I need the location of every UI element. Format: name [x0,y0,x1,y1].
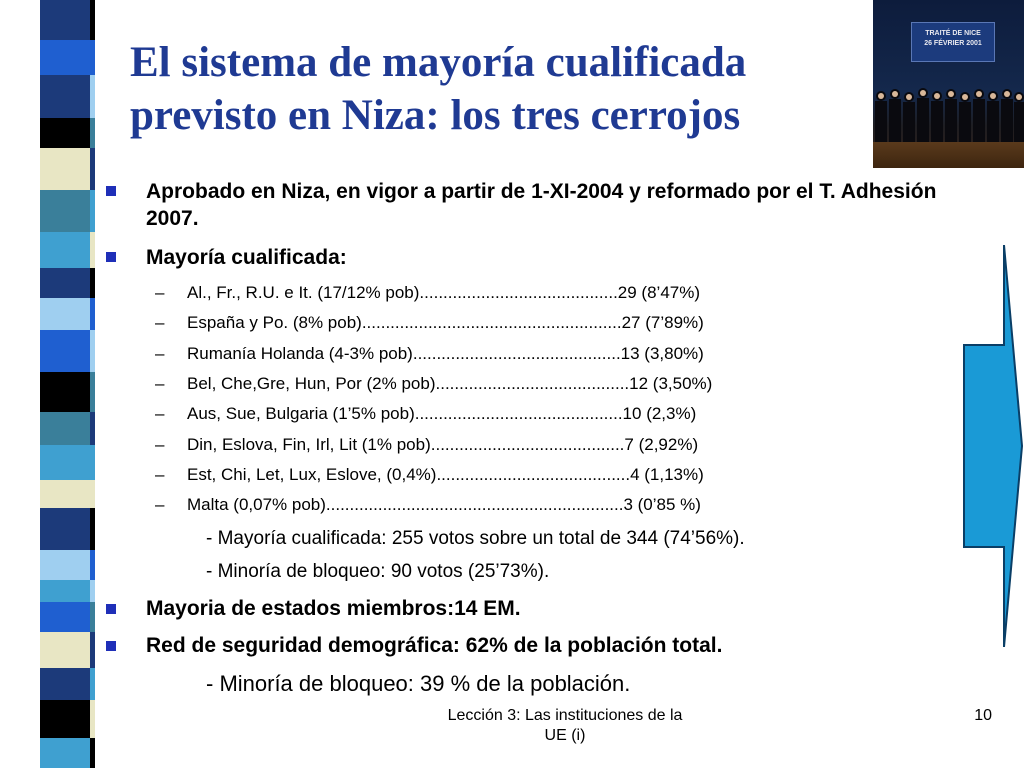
strip-band-edge [90,738,95,768]
strip-band-edge [90,330,95,372]
strip-band-edge [90,668,95,700]
strip-band [40,550,90,580]
strip-band [40,372,90,412]
treaty-signing-photo: TRAITÉ DE NICE 26 FÉVRIER 2001 [873,0,1024,168]
strip-band [40,580,90,602]
strip-band [40,148,90,190]
strip-band [40,480,90,508]
crowd-silhouettes [875,88,1024,144]
title-line-2: previsto en Niza: los tres cerrojos [130,92,741,139]
strip-band [40,632,90,668]
strip-band-edge [90,508,95,550]
strip-band-edge [90,412,95,445]
vote-group-item: Al., Fr., R.U. e It. (17/12% pob).......… [187,283,701,302]
strip-band [40,412,90,445]
strip-band [40,602,90,632]
sub-item-dash: – [155,404,165,423]
strip-band-edge [90,550,95,580]
vote-group-item: Aus, Sue, Bulgaria (1’5% pob)...........… [187,404,697,423]
strip-band-edge [90,602,95,632]
sub-item-dash: – [155,465,165,484]
strip-band-edge [90,148,95,190]
banner-line-1: TRAITÉ DE NICE [925,30,981,37]
strip-band [40,700,90,738]
strip-band-edge [90,632,95,668]
bullet-member-states: Mayoria de estados miembros:14 EM. [146,597,521,620]
slide-footer: Lección 3: Las instituciones de la UE (i… [405,706,725,746]
strip-band [40,75,90,118]
title-line-1: El sistema de mayoría cualificada [130,39,747,86]
strip-band [40,330,90,372]
vote-group-item: Din, Eslova, Fin, Irl, Lit (1% pob).....… [187,435,699,454]
bullet-square-1 [106,186,116,196]
sub-item-dash: – [155,374,165,393]
footer-line-1: Lección 3: Las instituciones de la [447,707,683,724]
vote-group-item: Malta (0,07% pob).......................… [187,495,701,514]
strip-band-edge [90,40,95,75]
strip-band [40,738,90,768]
sub-item-dash: – [155,495,165,514]
strip-band-edge [90,190,95,232]
note-qualified-majority: - Mayoría cualificada: 255 votos sobre u… [206,528,745,549]
treaty-banner: TRAITÉ DE NICE 26 FÉVRIER 2001 [911,22,995,62]
banner-line-2: 26 FÉVRIER 2001 [924,40,982,47]
strip-band-edge [90,268,95,298]
footer-line-2: UE (i) [544,727,586,744]
strip-band [40,190,90,232]
bullet-square-4 [106,641,116,651]
signing-table [873,142,1024,168]
strip-band-edge [90,580,95,602]
sub-item-dash: – [155,313,165,332]
strip-band-edge [90,118,95,148]
sub-item-dash: – [155,435,165,454]
strip-band-edge [90,232,95,268]
sub-item-dash: – [155,344,165,363]
vote-group-item: Est, Chi, Let, Lux, Eslove, (0,4%)......… [187,465,704,484]
strip-band [40,445,90,480]
strip-band-edge [90,480,95,508]
vote-group-item: Bel, Che,Gre, Hun, Por (2% pob).........… [187,374,713,393]
strip-band [40,232,90,268]
sub-item-dash: – [155,283,165,302]
vote-group-item: España y Po. (8% pob)...................… [187,313,704,332]
page-number: 10 [974,707,992,724]
strip-band-edge [90,0,95,40]
strip-band [40,118,90,148]
strip-band [40,40,90,75]
strip-band-edge [90,372,95,412]
bullet-demographic-net: Red de seguridad demográfica: 62% de la … [146,634,723,657]
decorative-strip [0,0,96,768]
strip-band [40,668,90,700]
bullet-square-3 [106,604,116,614]
bullet-adoption: Aprobado en Niza, en vigor a partir de 1… [146,180,937,230]
slide-title: El sistema de mayoría cualificada previs… [130,36,875,142]
right-arrow-shape [963,245,1024,647]
vote-group-item: Rumanía Holanda (4-3% pob)..............… [187,344,704,363]
strip-band-edge [90,700,95,738]
strip-band [40,298,90,330]
strip-band-edge [90,298,95,330]
note-blocking-minority: - Minoría de bloqueo: 90 votos (25’73%). [206,561,550,582]
strip-band [40,268,90,298]
note-population-blocking: - Minoría de bloqueo: 39 % de la poblaci… [206,671,631,696]
bullet-square-2 [106,252,116,262]
strip-band [40,508,90,550]
strip-band [40,0,90,40]
strip-band-edge [90,445,95,480]
bullet-qualified-majority: Mayoría cualificada: [146,246,347,269]
strip-band-edge [90,75,95,118]
